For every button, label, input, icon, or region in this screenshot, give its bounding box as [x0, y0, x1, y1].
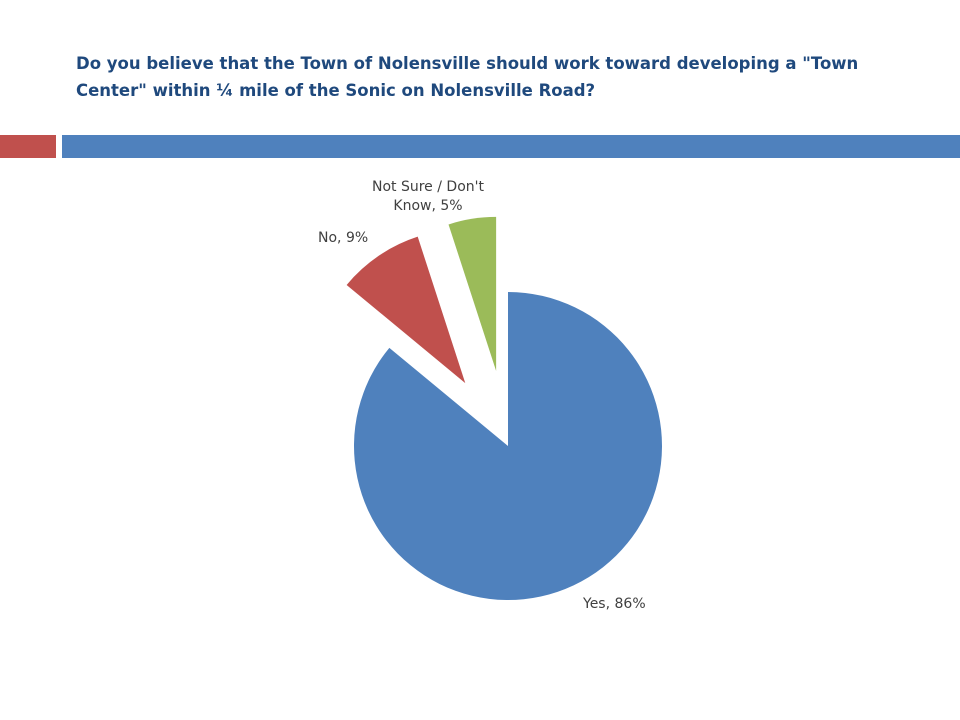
- accent-bar: [0, 135, 56, 158]
- data-label: No, 9%: [318, 230, 369, 246]
- data-label: Yes, 86%: [583, 596, 646, 612]
- pie-slice: [346, 236, 466, 384]
- chart-title: Do you believe that the Town of Nolensvi…: [76, 54, 859, 100]
- header-bar: [62, 135, 960, 158]
- pie-slice: [448, 216, 497, 371]
- pie-slice: [353, 292, 663, 600]
- data-label: Not Sure / Don't Know, 5%: [372, 179, 484, 214]
